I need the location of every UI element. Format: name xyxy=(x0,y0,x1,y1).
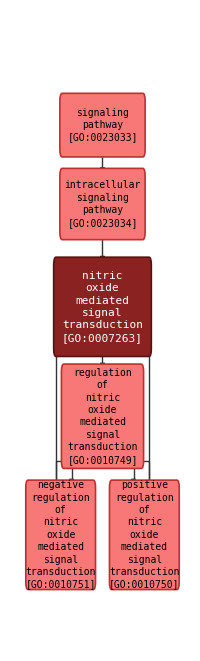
Text: intracellular
signaling
pathway
[GO:0023034]: intracellular signaling pathway [GO:0023… xyxy=(64,180,141,227)
FancyBboxPatch shape xyxy=(61,364,144,469)
FancyBboxPatch shape xyxy=(26,480,96,590)
Text: regulation
of
nitric
oxide
mediated
signal
transduction
[GO:0010749]: regulation of nitric oxide mediated sign… xyxy=(67,368,138,465)
Text: signaling
pathway
[GO:0023033]: signaling pathway [GO:0023033] xyxy=(67,108,138,143)
FancyBboxPatch shape xyxy=(60,93,145,157)
FancyBboxPatch shape xyxy=(109,480,179,590)
Text: nitric
oxide
mediated
signal
transduction
[GO:0007263]: nitric oxide mediated signal transductio… xyxy=(62,271,143,343)
FancyBboxPatch shape xyxy=(60,169,145,240)
FancyBboxPatch shape xyxy=(54,257,151,356)
Text: positive
regulation
of
nitric
oxide
mediated
signal
transduction
[GO:0010750]: positive regulation of nitric oxide medi… xyxy=(109,481,180,590)
Text: negative
regulation
of
nitric
oxide
mediated
signal
transduction
[GO:0010751]: negative regulation of nitric oxide medi… xyxy=(25,481,96,590)
